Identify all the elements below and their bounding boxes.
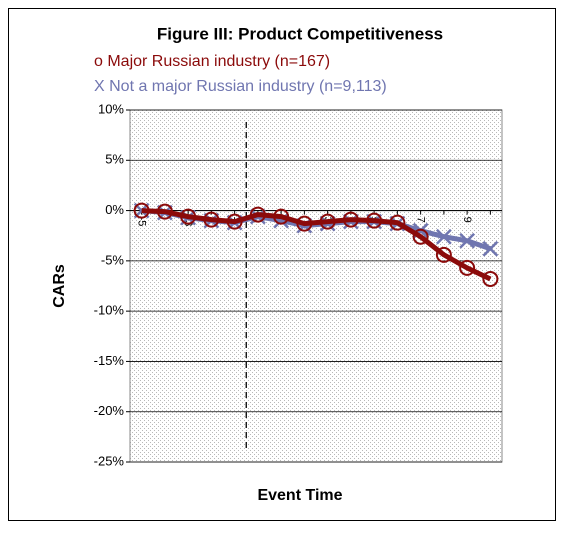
marker [389, 214, 406, 231]
marker [226, 213, 243, 230]
marker [459, 232, 476, 249]
y-tick-label: -15% [94, 353, 125, 368]
marker [459, 259, 476, 276]
y-tick-label: 5% [105, 152, 124, 167]
marker [133, 202, 150, 219]
y-axis-label: CARs [51, 264, 68, 308]
x-axis-label: Event Time [257, 487, 342, 504]
marker [435, 246, 452, 263]
y-tick-label: -20% [94, 403, 125, 418]
y-tick-label: -10% [94, 303, 125, 318]
legend-entry: X Not a major Russian industry (n=9,113) [94, 78, 387, 95]
marker [482, 270, 499, 287]
x-tick-label: -5 [136, 217, 148, 227]
marker [249, 206, 266, 223]
marker [203, 211, 220, 228]
series-line [141, 208, 492, 282]
y-tick-label: 10% [98, 101, 124, 116]
marker [273, 208, 290, 225]
marker [296, 215, 313, 232]
y-tick-label: -25% [94, 453, 125, 468]
marker [156, 203, 173, 220]
y-tick-label: -5% [101, 252, 125, 267]
y-tick-label: 0% [105, 202, 124, 217]
marker [180, 208, 197, 225]
chart-title: Figure III: Product Competitiveness [157, 24, 443, 43]
x-tick-label: -3 [182, 217, 194, 227]
plot-area [129, 109, 503, 463]
x-tick-label: 7 [415, 217, 427, 223]
marker [319, 213, 336, 230]
legend-entry: o Major Russian industry (n=167) [94, 53, 330, 70]
marker [482, 240, 499, 257]
marker [412, 228, 429, 245]
marker [435, 228, 452, 245]
marker [366, 212, 383, 229]
marker [342, 211, 359, 228]
x-tick-label: 9 [461, 217, 473, 223]
